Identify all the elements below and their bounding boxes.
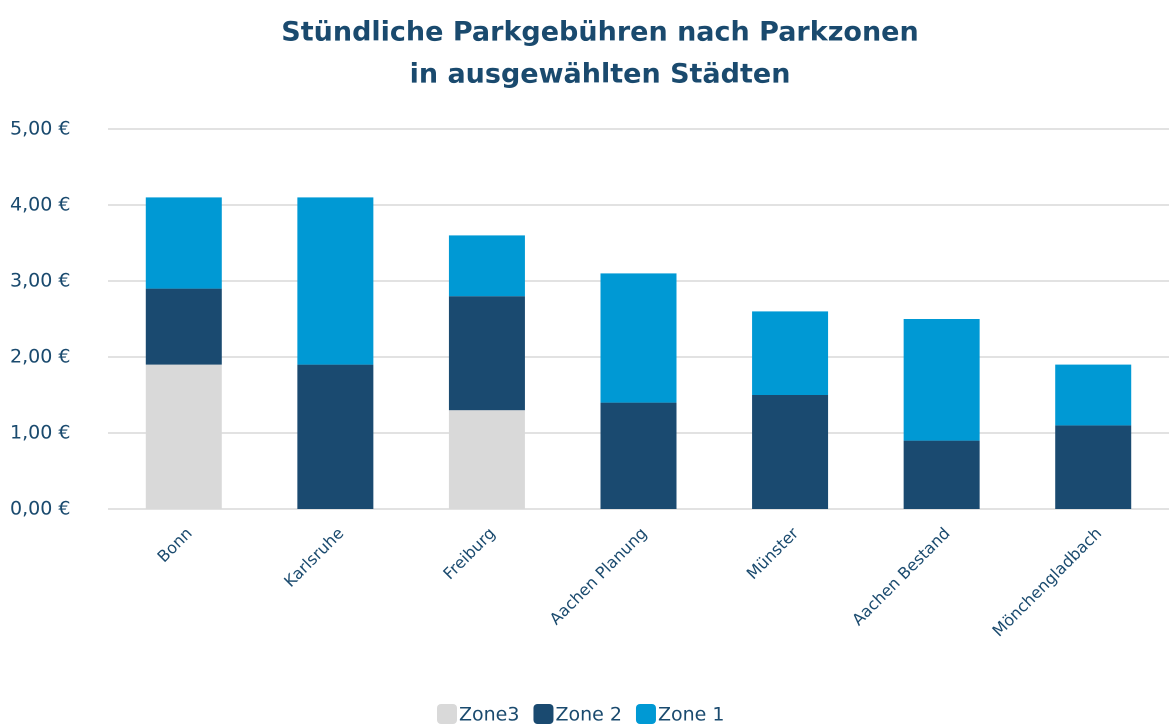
- y-tick-label: 0,00 €: [10, 498, 70, 520]
- chart-title: Stündliche Parkgebühren nach Parkzonen: [281, 17, 918, 48]
- bar-segment: [1055, 425, 1132, 509]
- bar-segment: [903, 440, 980, 509]
- x-tick-label: Münster: [743, 523, 803, 583]
- y-tick-label: 1,00 €: [10, 422, 70, 444]
- bar-segment: [448, 410, 525, 509]
- legend-swatch: [635, 704, 656, 724]
- bar-segment: [448, 296, 525, 411]
- bar-segment: [448, 235, 525, 297]
- bar-segment: [600, 273, 677, 403]
- bar-segment: [297, 364, 374, 509]
- bar-segment: [600, 402, 677, 509]
- y-tick-label: 3,00 €: [10, 270, 70, 292]
- x-tick-label: Aachen Planung: [546, 524, 651, 629]
- legend-swatch: [533, 704, 554, 724]
- chart-title: in ausgewählten Städten: [410, 59, 791, 90]
- x-tick-label: Karlsruhe: [280, 524, 347, 591]
- bar-segment: [1055, 364, 1132, 426]
- x-tick-label: Bonn: [153, 524, 195, 566]
- legend-swatch: [437, 704, 457, 724]
- bar-segment: [145, 197, 222, 289]
- legend-label: Zone3: [459, 704, 519, 726]
- bar-segment: [752, 395, 829, 509]
- y-tick-label: 2,00 €: [10, 346, 70, 368]
- x-tick-label: Mönchengladbach: [988, 524, 1105, 641]
- legend-label: Zone 1: [658, 704, 725, 726]
- bar-segment: [145, 364, 222, 509]
- x-tick-label: Freiburg: [439, 524, 499, 584]
- bar-segment: [903, 319, 980, 441]
- legend-label: Zone 2: [555, 704, 622, 726]
- y-tick-label: 5,00 €: [10, 118, 70, 140]
- bar-segment: [752, 311, 829, 395]
- y-tick-label: 4,00 €: [10, 194, 70, 216]
- bar-segment: [297, 197, 374, 365]
- x-tick-label: Aachen Bestand: [848, 524, 954, 630]
- legend: Zone3 Zone 2 Zone 1: [437, 704, 724, 726]
- bar-segment: [145, 288, 222, 365]
